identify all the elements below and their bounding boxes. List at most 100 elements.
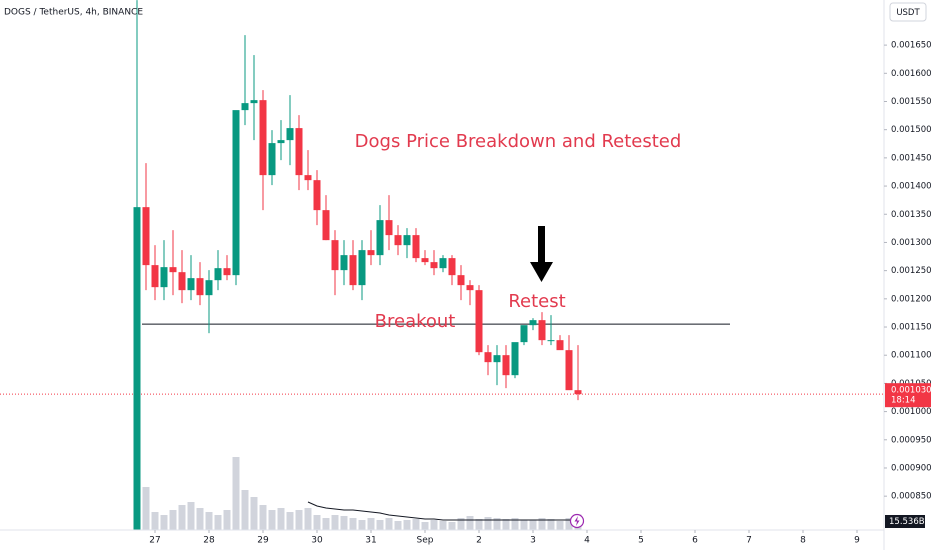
candle-body	[502, 355, 510, 376]
candle-body	[322, 210, 330, 241]
volume-bar	[187, 502, 195, 530]
candle-body	[187, 278, 195, 291]
candle-body	[367, 250, 375, 256]
volume-bar	[457, 518, 465, 530]
candle-body	[214, 268, 222, 281]
x-tick-label: 30	[311, 536, 323, 546]
volume-bar	[394, 521, 402, 530]
candle-body	[466, 285, 474, 291]
volume-bar	[142, 487, 150, 530]
candle-body	[556, 340, 564, 351]
volume-bar	[430, 520, 438, 530]
candle-body	[475, 290, 483, 353]
chart-title: DOGS / TetherUS, 4h, BINANCE	[4, 8, 143, 18]
candle-body	[223, 268, 231, 276]
volume-bar	[196, 508, 204, 530]
candle-body	[439, 258, 447, 269]
candle-body	[412, 235, 420, 259]
candle-body	[448, 258, 456, 276]
candle-body	[196, 278, 204, 296]
volume-bar	[475, 519, 483, 530]
candle-body	[331, 240, 339, 271]
x-tick-label: 6	[692, 536, 698, 546]
candle-body	[268, 143, 276, 176]
candle-body	[403, 235, 411, 246]
volume-bar	[214, 515, 222, 530]
candle-body	[295, 128, 303, 176]
volume-bar	[547, 519, 555, 530]
x-tick-label: 3	[530, 536, 536, 546]
currency-box[interactable]	[889, 2, 927, 22]
annotation-breakout: Breakout	[375, 311, 456, 332]
x-tick-label: 4	[584, 536, 590, 546]
candle-body	[457, 275, 465, 286]
volume-bar	[376, 520, 384, 530]
candle-body	[277, 140, 285, 144]
volume-bar	[241, 490, 249, 530]
volume-bar	[169, 510, 177, 530]
volume-bar	[331, 515, 339, 530]
x-tick-label: 31	[365, 536, 376, 546]
candle-body	[547, 340, 555, 342]
volume-bar	[259, 505, 267, 530]
volume-bar	[322, 518, 330, 530]
volume-bar	[385, 518, 393, 530]
candle-body	[574, 390, 582, 395]
volume-bar	[556, 521, 564, 530]
volume-bar	[340, 516, 348, 530]
candle-body	[511, 342, 519, 376]
candle-body	[538, 320, 546, 341]
volume-bar	[313, 515, 321, 530]
x-tick-label: Sep	[417, 536, 434, 546]
currency[interactable]: USDT	[896, 8, 920, 18]
volume-bar	[286, 512, 294, 530]
volume-bar	[538, 518, 546, 530]
candle-body	[160, 267, 168, 288]
candle-body	[232, 110, 240, 276]
volume-ma-line	[307, 501, 578, 521]
x-tick-label: 5	[638, 536, 644, 546]
candle-body	[304, 175, 312, 181]
volume-bar	[358, 520, 366, 530]
candle-body	[313, 180, 321, 211]
volume-bar	[511, 518, 519, 530]
volume-bar	[403, 520, 411, 530]
volume-bar	[295, 510, 303, 530]
candle-body	[286, 128, 294, 141]
volume-bar	[232, 457, 240, 530]
x-tick-label: 7	[746, 536, 752, 546]
volume-label-box	[885, 515, 925, 528]
volume-bar	[448, 522, 456, 530]
candle-body	[241, 103, 249, 111]
arrow	[530, 226, 553, 282]
volume-last-label: 15.536B	[889, 517, 925, 527]
event-icon-bolt[interactable]	[574, 516, 580, 526]
candle-body	[385, 220, 393, 236]
volume-bar	[178, 505, 186, 530]
candle-body	[205, 280, 213, 296]
candle-body	[421, 258, 429, 263]
volume-bar	[565, 518, 573, 530]
annotation-retest: Retest	[508, 291, 565, 312]
x-tick-label: 27	[149, 536, 160, 546]
volume-bar	[268, 510, 276, 530]
volume-bar	[439, 521, 447, 530]
volume-bar	[205, 512, 213, 530]
x-tick-label: 29	[257, 536, 269, 546]
candle-body	[133, 207, 141, 531]
volume-bar	[367, 518, 375, 530]
x-tick-label: 9	[854, 536, 860, 546]
volume-bar	[250, 497, 258, 530]
candle-body	[259, 100, 267, 176]
